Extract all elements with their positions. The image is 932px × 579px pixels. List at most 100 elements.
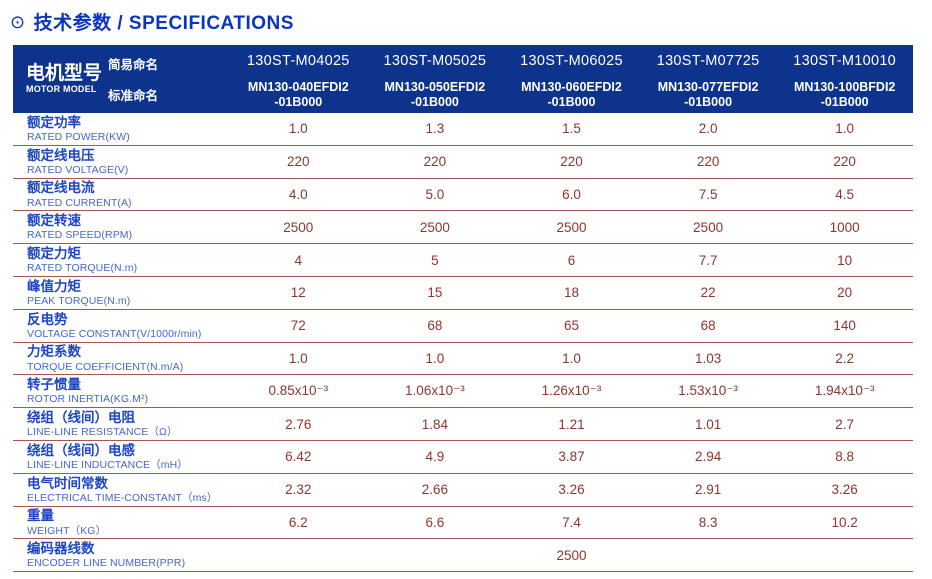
- model-standard-name: MN130-060EFDI2 -01B000: [503, 76, 640, 113]
- spec-value: 20: [837, 285, 853, 301]
- spec-value: 22: [700, 285, 716, 301]
- motor-model-label-en: MOTOR MODEL: [26, 84, 97, 95]
- spec-value: 1.3: [425, 121, 445, 137]
- simple-name-label: 简易命名: [108, 58, 159, 72]
- spec-value: 1.0: [835, 121, 855, 137]
- table-row: 峰值力矩 PEAK TORQUE(N.m) 12 15 18 22 20: [13, 277, 913, 310]
- spec-value: 68: [700, 318, 716, 334]
- spec-value: 4.5: [835, 186, 855, 202]
- spec-value: 1.21: [558, 416, 585, 432]
- table-body: 额定功率 RATED POWER(KW) 1.0 1.3 1.5 2.0 1.0 额定线电压 R…: [13, 113, 913, 573]
- row-label: 额定功率 RATED POWER(KW): [13, 115, 230, 143]
- spec-value: 3.26: [831, 482, 858, 498]
- section-title-text: 技术参数 / SPECIFICATIONS: [33, 13, 294, 34]
- row-label-en: WEIGHT（KG）: [27, 524, 107, 537]
- row-label: 反电势 VOLTAGE CONSTANT(V/1000r/min): [13, 312, 230, 340]
- spec-value: 1.26x10⁻³: [541, 383, 602, 399]
- row-label-en: PEAK TORQUE(N.m): [27, 294, 131, 307]
- table-row: 转子惯量 ROTOR INERTIA(KG.M²) 0.85x10⁻³ 1.06x10…: [13, 375, 913, 409]
- table-row: 编码器线数 ENCODER LINE NUMBER(PPR) 2500: [13, 539, 913, 573]
- row-label: 峰值力矩 PEAK TORQUE(N.m): [13, 279, 230, 307]
- row-label-zh: 绕组（线间）电感: [27, 442, 135, 458]
- spec-value: 2.91: [694, 482, 722, 498]
- model-column: 130ST-M04025 MN130-040EFDI2 -01B000: [230, 45, 367, 113]
- spec-value: 220: [696, 154, 720, 170]
- table-row: 额定转速 RATED SPEED(RPM) 2500 2500 2500 2500 1000: [13, 211, 913, 245]
- model-standard-name: MN130-077EFDI2 -01B000: [640, 76, 777, 113]
- row-label-zh: 力矩系数: [27, 344, 81, 360]
- spec-value: 220: [560, 154, 583, 170]
- table-row: 额定功率 RATED POWER(KW) 1.0 1.3 1.5 2.0 1.0: [13, 113, 913, 146]
- row-label-zh: 转子惯量: [27, 377, 81, 393]
- model-simple-name: 130ST-M05025: [383, 52, 487, 69]
- spec-value: 2.7: [835, 416, 855, 432]
- row-label-zh: 峰值力矩: [27, 278, 81, 294]
- spec-value: 2500: [283, 219, 314, 235]
- row-label-en: RATED CURRENT(A): [27, 196, 132, 209]
- row-label-en: RATED POWER(KW): [27, 130, 130, 143]
- table-row: 额定力矩 RATED TORQUE(N.m) 4 5 6 7.7 10: [13, 244, 913, 277]
- spec-value: 4.9: [425, 449, 445, 465]
- spec-value: 220: [287, 154, 310, 170]
- model-simple-name: 130ST-M04025: [246, 52, 350, 69]
- spec-value: 8.3: [698, 514, 718, 530]
- row-label: 电气时间常数 ELECTRICAL TIME-CONSTANT（ms）: [13, 476, 230, 504]
- section-title: ⊙ 技术参数 / SPECIFICATIONS: [10, 8, 294, 35]
- row-label-zh: 额定线电压: [27, 147, 95, 163]
- model-column: 130ST-M10010 MN130-100BFDI2 -01B000: [776, 45, 913, 113]
- spec-value: 2.32: [285, 482, 312, 498]
- model-column: 130ST-M06025 MN130-060EFDI2 -01B000: [503, 45, 640, 113]
- spec-value: 3.26: [558, 482, 585, 498]
- spec-value: 72: [290, 318, 306, 334]
- spec-value: 1000: [829, 219, 860, 235]
- row-label-zh: 额定线电流: [27, 180, 95, 196]
- table-row: 反电势 VOLTAGE CONSTANT(V/1000r/min) 72 68 65 68…: [13, 310, 913, 343]
- row-label-zh: 编码器线数: [27, 541, 95, 557]
- spec-value: 2.76: [285, 416, 312, 432]
- row-label-en: ENCODER LINE NUMBER(PPR): [27, 557, 186, 570]
- spec-value: 4.0: [288, 186, 308, 202]
- table-row: 绕组（线间）电感 LINE-LINE INDUCTANCE（mH） 6.42 4.9 3…: [13, 441, 913, 474]
- spec-value: 1.0: [562, 350, 581, 366]
- row-label-en: VOLTAGE CONSTANT(V/1000r/min): [27, 327, 202, 340]
- spec-value: 7.5: [698, 186, 718, 202]
- model-standard-name-line: MN130-100BFDI2: [793, 79, 896, 94]
- spec-value: 2.2: [835, 350, 855, 366]
- spec-value: 2500: [556, 219, 587, 235]
- model-standard-name-line: MN130-050EFDI2: [384, 79, 486, 94]
- row-label: 力矩系数 TORQUE COEFFICIENT(N.m/A): [13, 344, 230, 372]
- spec-value: 6.0: [562, 186, 581, 202]
- spec-value: 220: [833, 154, 856, 170]
- row-label: 额定线电压 RATED VOLTAGE(V): [13, 148, 230, 176]
- row-label-zh: 绕组（线间）电阻: [27, 409, 135, 425]
- spec-value: 2.66: [421, 482, 449, 498]
- table-row: 电气时间常数 ELECTRICAL TIME-CONSTANT（ms） 2.32 2.…: [13, 474, 913, 507]
- row-label-en: RATED SPEED(RPM): [27, 229, 133, 242]
- row-label-zh: 额定力矩: [27, 245, 81, 261]
- spec-value: 2.94: [694, 449, 722, 465]
- spec-value: 6: [567, 252, 576, 268]
- spec-value: 7.4: [562, 514, 581, 530]
- model-columns: 130ST-M04025 MN130-040EFDI2 -01B000 130ST-M…: [230, 45, 913, 113]
- model-standard-name-line: -01B000: [684, 94, 733, 109]
- spec-value: 1.03: [694, 350, 722, 366]
- row-label-en: LINE-LINE RESISTANCE（Ω）: [27, 426, 178, 439]
- model-simple-name: 130ST-M10010: [793, 52, 897, 69]
- spec-value: 2500: [693, 219, 724, 235]
- spec-value: 10: [837, 252, 853, 268]
- model-simple-name: 130ST-M07725: [656, 52, 760, 69]
- specifications-table: 电机型号 MOTOR MODEL 简易命名 标准命名 130ST-M04025 M…: [13, 45, 913, 573]
- spec-value: 2.0: [698, 121, 718, 137]
- spec-value: 8.8: [835, 449, 855, 465]
- row-label: 转子惯量 ROTOR INERTIA(KG.M²): [13, 377, 230, 405]
- table-row: 额定线电流 RATED CURRENT(A) 4.0 5.0 6.0 7.5 4.5: [13, 179, 913, 212]
- model-standard-name-line: MN130-077EFDI2: [657, 79, 759, 94]
- row-label-zh: 额定功率: [27, 114, 81, 130]
- row-label: 绕组（线间）电感 LINE-LINE INDUCTANCE（mH）: [13, 443, 230, 471]
- spec-value: 1.0: [288, 350, 308, 366]
- row-label-en: ELECTRICAL TIME-CONSTANT（ms）: [27, 491, 218, 504]
- model-standard-name-line: -01B000: [820, 94, 869, 109]
- model-simple-name: 130ST-M06025: [520, 52, 623, 69]
- row-label-en: ROTOR INERTIA(KG.M²): [27, 393, 149, 406]
- spec-value: 1.5: [562, 121, 581, 137]
